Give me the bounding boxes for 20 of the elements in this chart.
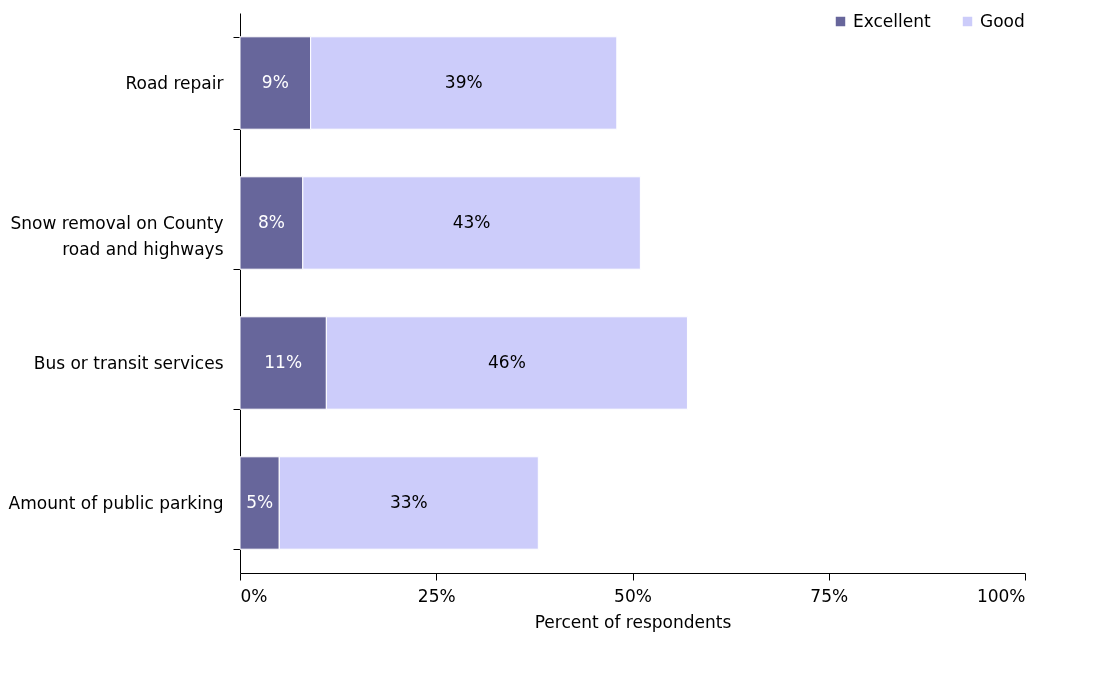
x-tick-label: 0% bbox=[240, 585, 268, 606]
x-axis-title: Percent of respondents bbox=[534, 611, 732, 632]
x-tick-label: 25% bbox=[417, 585, 456, 606]
y-tick-label: Road repair bbox=[125, 72, 224, 93]
y-tick-label: Amount of public parking bbox=[8, 492, 224, 513]
data-label: 43% bbox=[452, 212, 491, 232]
data-label: 9% bbox=[261, 72, 289, 92]
legend-label: Excellent bbox=[853, 10, 931, 31]
data-label: 8% bbox=[257, 212, 285, 232]
x-tick-label: 100% bbox=[976, 585, 1026, 606]
x-tick-label: 50% bbox=[614, 585, 652, 606]
legend-label: Good bbox=[980, 10, 1025, 31]
data-label: 5% bbox=[246, 492, 274, 512]
data-label: 46% bbox=[488, 352, 526, 372]
y-tick-label: Snow removal on County road and highways bbox=[10, 212, 224, 259]
data-label: 39% bbox=[444, 72, 483, 92]
x-tick-label: 75% bbox=[810, 585, 849, 606]
data-label: 33% bbox=[389, 492, 428, 512]
y-tick-label: Bus or transit services bbox=[33, 352, 224, 373]
data-label: 11% bbox=[264, 352, 303, 372]
